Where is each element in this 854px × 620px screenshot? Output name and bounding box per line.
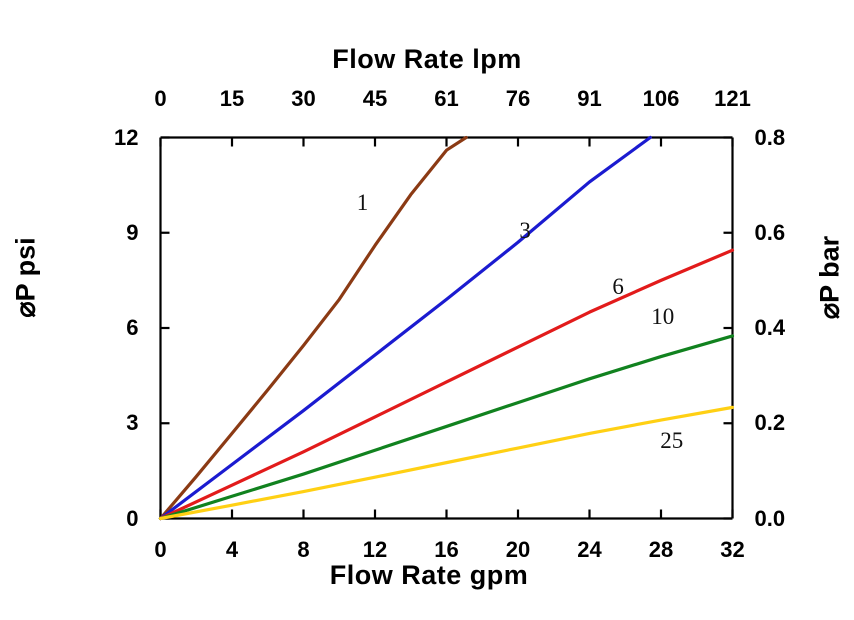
xtick-label-top-6: 91 <box>577 85 602 111</box>
curve-1 <box>158 135 468 521</box>
curve-10 <box>158 334 735 521</box>
ytick-label-right-0: 0.0 <box>754 505 786 531</box>
ytick-label-left-2: 6 <box>126 315 139 340</box>
xtick-label-bottom-0: 0 <box>154 536 167 562</box>
curve-label-3: 3 <box>519 218 531 244</box>
curve-label-10: 10 <box>651 303 675 329</box>
ytick-label-right-4: 0.8 <box>754 124 786 150</box>
ytick-label-right-2: 0.4 <box>754 315 786 340</box>
xtick-label-top-8: 121 <box>714 85 751 111</box>
xtick-label-bottom-3: 12 <box>362 536 388 562</box>
bottom-axis-title: Flow Rate gpm <box>329 560 529 590</box>
ytick-label-right-3: 0.6 <box>754 219 786 245</box>
xtick-label-top-0: 0 <box>154 85 167 111</box>
xtick-label-bottom-8: 32 <box>720 536 745 562</box>
curve-label-6: 6 <box>612 273 624 299</box>
xtick-label-bottom-4: 16 <box>434 536 459 562</box>
xtick-label-bottom-5: 20 <box>505 536 531 562</box>
xtick-label-top-5: 76 <box>505 85 531 111</box>
xtick-label-top-3: 45 <box>362 85 388 111</box>
xtick-label-bottom-6: 24 <box>577 536 602 562</box>
ytick-label-left-0: 0 <box>126 505 139 531</box>
curve-25 <box>158 405 735 521</box>
top-axis-title: Flow Rate lpm <box>332 44 522 74</box>
ytick-label-right-1: 0.2 <box>754 410 786 436</box>
data-curves <box>158 135 735 521</box>
ytick-label-left-3: 9 <box>126 219 139 245</box>
xtick-label-bottom-1: 4 <box>225 536 239 562</box>
curve-label-25: 25 <box>660 427 684 453</box>
curve-3 <box>158 135 652 521</box>
xtick-label-bottom-2: 8 <box>297 536 310 562</box>
xtick-label-bottom-7: 28 <box>648 536 674 562</box>
curve-6 <box>158 248 735 521</box>
xtick-label-top-4: 61 <box>434 85 459 111</box>
xtick-label-top-2: 30 <box>291 85 316 111</box>
ytick-label-left-1: 3 <box>126 410 139 436</box>
ytick-label-left-4: 12 <box>114 124 139 150</box>
xtick-label-top-1: 15 <box>219 85 245 111</box>
curve-label-1: 1 <box>356 189 369 215</box>
xtick-label-top-7: 106 <box>642 85 680 111</box>
